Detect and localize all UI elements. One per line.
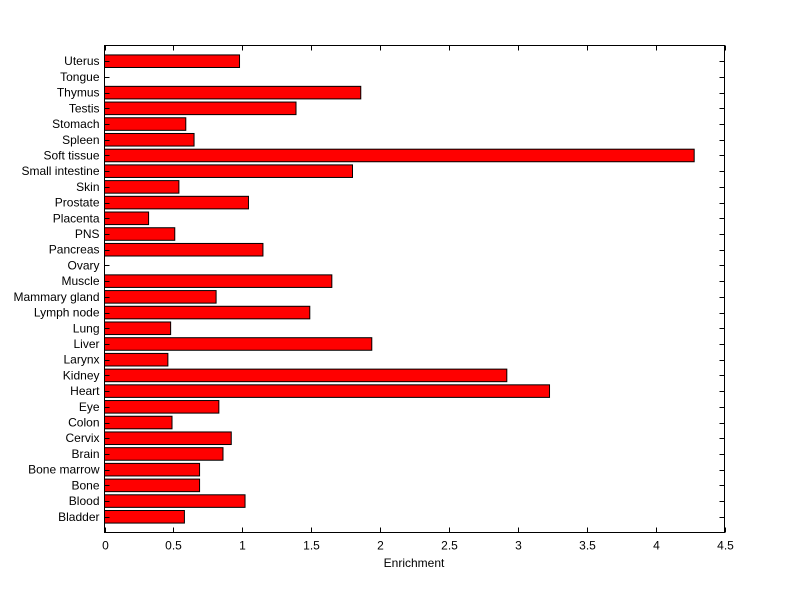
bar-placenta	[104, 211, 150, 226]
y-tick-label: Mammary gland	[13, 290, 99, 304]
bar-skin	[104, 180, 180, 194]
y-tick-label: Testis	[69, 101, 100, 115]
bars	[104, 54, 695, 524]
bar-heart	[104, 384, 551, 398]
x-tick-label: 3.5	[579, 539, 596, 553]
y-tick-label: Heart	[70, 384, 100, 398]
y-tick-label: Larynx	[63, 353, 99, 367]
bar-stomach	[104, 117, 187, 131]
y-tick-label: Tongue	[60, 70, 100, 84]
x-tick-label: 1	[239, 539, 246, 553]
bar-mammary-gland	[104, 290, 217, 304]
bar-larynx	[104, 352, 169, 367]
bar-soft-tissue	[104, 148, 695, 163]
bar-lymph-node	[104, 305, 311, 320]
x-tick-label: 2.5	[441, 539, 458, 553]
bar-muscle	[104, 274, 333, 288]
y-tick-label: Pancreas	[49, 243, 100, 257]
bar-kidney	[104, 368, 508, 383]
y-tick-label: Soft tissue	[43, 148, 99, 162]
x-tick-label: 2	[377, 539, 384, 553]
x-tick-label: 4	[653, 539, 660, 553]
y-tick-label: Small intestine	[21, 164, 99, 178]
y-tick-label: Thymus	[57, 86, 100, 100]
plot-frame	[104, 45, 725, 533]
y-tick-label: Colon	[68, 416, 99, 430]
y-tick-label: Liver	[73, 337, 99, 351]
bar-lung	[104, 321, 172, 336]
x-tick-label: 0.5	[165, 539, 182, 553]
y-tick-label: Blood	[69, 494, 100, 508]
y-tick-label: Ovary	[67, 258, 99, 272]
bar-bone-marrow	[104, 462, 201, 477]
bar-testis	[104, 101, 297, 116]
bar-bladder	[104, 510, 185, 524]
y-tick-label: PNS	[75, 227, 100, 241]
y-tick-label: Lung	[73, 321, 100, 335]
x-tick-label: 0	[102, 539, 109, 553]
y-tick-label: Bone marrow	[28, 463, 100, 477]
bar-liver	[104, 337, 373, 351]
bar-prostate	[104, 195, 249, 210]
y-tick-label: Stomach	[52, 117, 99, 131]
y-tick-label: Spleen	[62, 133, 99, 147]
bar-uterus	[104, 54, 241, 68]
y-tick-label: Muscle	[61, 274, 99, 288]
bar-pns	[104, 227, 176, 241]
y-tick-label: Uterus	[64, 54, 99, 68]
y-tick-label: Skin	[76, 180, 99, 194]
x-axis-label: Enrichment	[384, 556, 445, 570]
y-tick-label: Lymph node	[34, 306, 100, 320]
bar-bone	[104, 478, 201, 493]
x-tick-label: 3	[515, 539, 522, 553]
y-tick-label: Placenta	[53, 211, 100, 225]
bar-cervix	[104, 431, 232, 446]
y-tick-label: Bone	[71, 478, 99, 492]
bar-spleen	[104, 132, 195, 147]
y-tick-label: Prostate	[55, 196, 100, 210]
bar-pancreas	[104, 242, 264, 257]
y-tick-label: Eye	[79, 400, 100, 414]
bar-colon	[104, 415, 173, 430]
x-tick-label: 1.5	[303, 539, 320, 553]
bar-thymus	[104, 85, 362, 100]
y-tick-label: Cervix	[65, 431, 99, 445]
bar-blood	[104, 494, 246, 508]
bar-brain	[104, 447, 224, 461]
y-tick-label: Kidney	[63, 368, 100, 382]
y-tick-label: Brain	[71, 447, 99, 461]
bar-small-intestine	[104, 164, 353, 178]
y-tick-label: Bladder	[58, 510, 99, 524]
bar-eye	[104, 400, 220, 414]
x-tick-label: 4.5	[717, 539, 734, 553]
